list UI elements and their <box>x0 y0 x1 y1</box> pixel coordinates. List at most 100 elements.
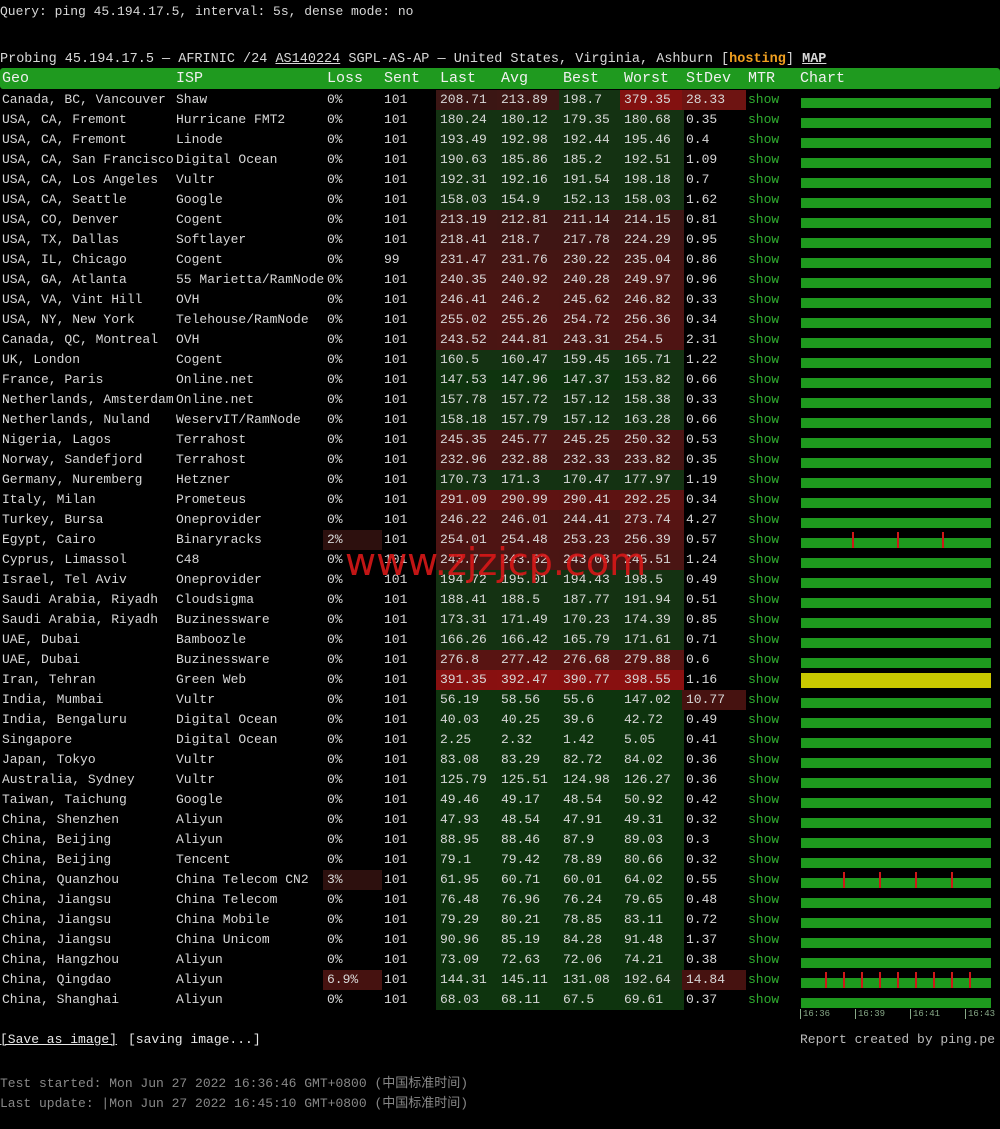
cell: 55 Marietta/RamNode <box>176 272 325 287</box>
column-header: Sent <box>384 70 421 87</box>
mtr-link[interactable]: show <box>748 232 780 247</box>
mtr-link[interactable]: show <box>748 332 780 347</box>
chart-bar <box>801 978 991 988</box>
table-row: Turkey, Bursa Oneprovider 0% 101 246.22 246.0… <box>0 510 1000 530</box>
cell: 0.38 <box>686 952 718 967</box>
mtr-link[interactable]: show <box>748 772 780 787</box>
cell: 279.88 <box>620 650 684 670</box>
mtr-link[interactable]: show <box>748 432 780 447</box>
table-row: China, Qingdao Aliyun 6.9% 101 144.31 145.11 1… <box>0 970 1000 990</box>
cell: 232.96 <box>436 450 499 470</box>
mtr-link[interactable]: show <box>748 892 780 907</box>
chart-bar <box>801 918 991 928</box>
row-chart <box>801 638 991 648</box>
mtr-link[interactable]: show <box>748 652 780 667</box>
map-link[interactable]: MAP <box>802 52 827 67</box>
cell: 290.41 <box>559 490 622 510</box>
cell: 243.62 <box>497 550 561 570</box>
cell: 246.2 <box>497 290 561 310</box>
mtr-link[interactable]: show <box>748 972 780 987</box>
mtr-link[interactable]: show <box>748 352 780 367</box>
mtr-link[interactable]: show <box>748 392 780 407</box>
cell: 245.51 <box>620 550 684 570</box>
cell: China, Jiangsu <box>2 912 112 927</box>
cell: 170.47 <box>559 470 622 490</box>
mtr-link[interactable]: show <box>748 152 780 167</box>
mtr-link[interactable]: show <box>748 752 780 767</box>
row-chart <box>801 398 991 408</box>
mtr-link[interactable]: show <box>748 852 780 867</box>
mtr-link[interactable]: show <box>748 252 780 267</box>
mtr-link[interactable]: show <box>748 692 780 707</box>
mtr-link[interactable]: show <box>748 672 780 687</box>
cell: 171.49 <box>497 610 561 630</box>
cell: 76.24 <box>559 890 622 910</box>
mtr-link[interactable]: show <box>748 472 780 487</box>
mtr-link[interactable]: show <box>748 992 780 1007</box>
mtr-link[interactable]: show <box>748 112 780 127</box>
row-chart <box>801 798 991 808</box>
mtr-link[interactable]: show <box>748 272 780 287</box>
mtr-link[interactable]: show <box>748 812 780 827</box>
cell: Green Web <box>176 672 247 687</box>
cell: 69.61 <box>620 990 684 1010</box>
cell: Saudi Arabia, Riyadh <box>2 592 159 607</box>
table-row: Singapore Digital Ocean 0% 101 2.25 2.32 1.42 5… <box>0 730 1000 750</box>
mtr-link[interactable]: show <box>748 732 780 747</box>
chart-bar <box>801 818 991 828</box>
cell: Japan, Tokyo <box>2 752 96 767</box>
cell: China Telecom <box>176 892 278 907</box>
cell: 235.04 <box>620 250 684 270</box>
mtr-link[interactable]: show <box>748 832 780 847</box>
mtr-link[interactable]: show <box>748 572 780 587</box>
table-row: USA, CA, Seattle Google 0% 101 158.03 154.9 15… <box>0 190 1000 210</box>
mtr-link[interactable]: show <box>748 872 780 887</box>
mtr-link[interactable]: show <box>748 412 780 427</box>
mtr-link[interactable]: show <box>748 212 780 227</box>
mtr-link[interactable]: show <box>748 292 780 307</box>
hosting-tag[interactable]: hosting <box>729 52 786 67</box>
table-row: USA, CO, Denver Cogent 0% 101 213.19 212.81 21… <box>0 210 1000 230</box>
save-button[interactable]: [Save as image] <box>0 1032 118 1047</box>
mtr-link[interactable]: show <box>748 132 780 147</box>
mtr-link[interactable]: show <box>748 932 780 947</box>
mtr-link[interactable]: show <box>748 492 780 507</box>
mtr-link[interactable]: show <box>748 92 780 107</box>
cell: 166.26 <box>436 630 499 650</box>
cell: 2.25 <box>436 730 499 750</box>
mtr-link[interactable]: show <box>748 712 780 727</box>
mtr-link[interactable]: show <box>748 592 780 607</box>
mtr-link[interactable]: show <box>748 632 780 647</box>
cell: 244.81 <box>497 330 561 350</box>
chart-bar <box>801 938 991 948</box>
mtr-link[interactable]: show <box>748 612 780 627</box>
mtr-link[interactable]: show <box>748 532 780 547</box>
cell: 0% <box>327 652 343 667</box>
cell: 246.82 <box>620 290 684 310</box>
mtr-link[interactable]: show <box>748 372 780 387</box>
mtr-link[interactable]: show <box>748 452 780 467</box>
asn-link[interactable]: AS140224 <box>275 52 341 67</box>
cell: 187.77 <box>559 590 622 610</box>
chart-bar <box>801 738 991 748</box>
cell: 0% <box>327 352 343 367</box>
mtr-link[interactable]: show <box>748 552 780 567</box>
row-chart <box>801 238 991 248</box>
mtr-link[interactable]: show <box>748 512 780 527</box>
mtr-link[interactable]: show <box>748 912 780 927</box>
mtr-link[interactable]: show <box>748 192 780 207</box>
row-chart <box>801 118 991 128</box>
chart-bar <box>801 498 991 508</box>
mtr-link[interactable]: show <box>748 312 780 327</box>
column-header: StDev <box>686 70 732 87</box>
mtr-link[interactable]: show <box>748 792 780 807</box>
cell: 250.32 <box>620 430 684 450</box>
mtr-link[interactable]: show <box>748 172 780 187</box>
mtr-link[interactable]: show <box>748 952 780 967</box>
cell: 145.11 <box>497 970 561 990</box>
cell: C48 <box>176 552 200 567</box>
cell: Shaw <box>176 92 208 107</box>
cell: 0% <box>327 312 343 327</box>
cell: 379.35 <box>620 90 684 110</box>
cell: 0% <box>327 792 343 807</box>
